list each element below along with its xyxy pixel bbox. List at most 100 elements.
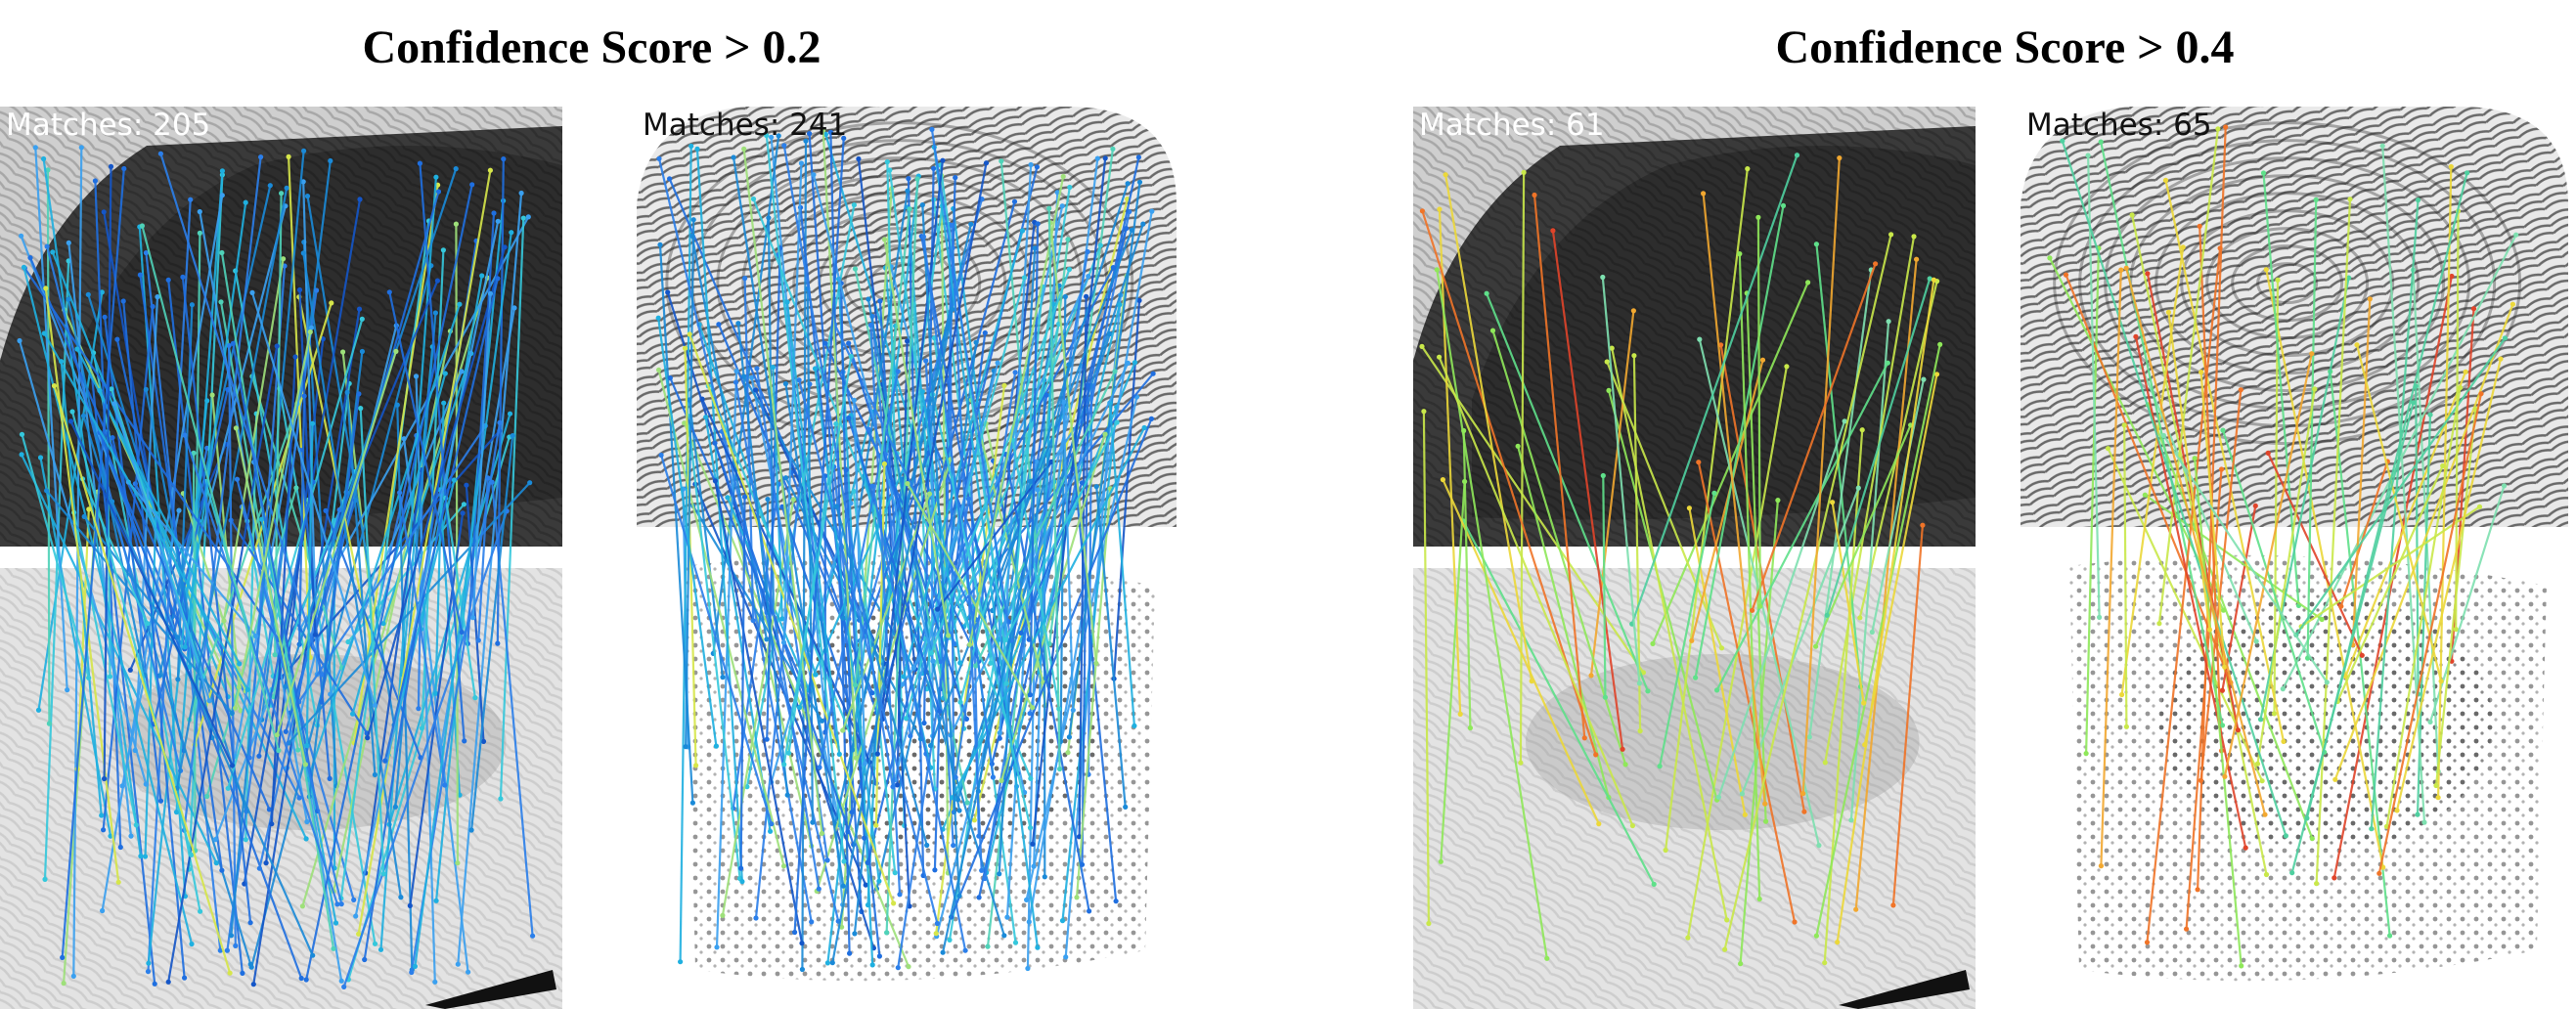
keypoint [2144, 940, 2151, 945]
keypoint [1640, 670, 1646, 676]
keypoint [716, 322, 722, 328]
match-line [1697, 461, 1797, 923]
match-line [302, 252, 402, 898]
keypoint [1063, 954, 1069, 960]
match-line [999, 433, 1107, 781]
keypoint [453, 166, 459, 172]
keypoint [2259, 778, 2265, 784]
keypoint [1848, 817, 1854, 823]
keypoint [2463, 369, 2468, 374]
match-line [1049, 222, 1097, 664]
match-line [228, 345, 237, 946]
keypoint [937, 708, 943, 715]
keypoint [816, 886, 822, 892]
keypoint [249, 289, 255, 295]
keypoint [2440, 462, 2446, 469]
keypoint [459, 369, 465, 374]
keypoint [302, 762, 308, 768]
keypoint [799, 941, 805, 946]
keypoint [1885, 360, 1890, 366]
keypoint [1002, 636, 1008, 643]
keypoint [102, 314, 108, 320]
keypoint [412, 963, 418, 970]
keypoint [655, 315, 661, 321]
keypoint [80, 413, 87, 418]
keypoint [142, 854, 149, 859]
keypoint [398, 895, 404, 900]
keypoint [2324, 680, 2330, 685]
match-line [1589, 310, 1635, 677]
match-panel-rolled-0-2: Matches: 241 [637, 107, 1184, 1009]
keypoint [372, 702, 378, 708]
match-line [658, 244, 694, 804]
keypoint [901, 674, 907, 680]
match-line [141, 225, 280, 751]
keypoint [2411, 400, 2417, 406]
keypoint [905, 481, 910, 487]
keypoint [699, 396, 705, 402]
keypoint [1620, 746, 1625, 752]
keypoint [894, 782, 901, 788]
keypoint [204, 793, 210, 800]
keypoint [323, 507, 329, 513]
match-line [465, 485, 485, 742]
match-line [688, 399, 725, 678]
keypoint [101, 827, 107, 833]
keypoint [764, 636, 770, 642]
match-line [34, 147, 68, 690]
keypoint [419, 725, 424, 731]
keypoint [81, 513, 87, 519]
match-line [881, 162, 988, 720]
keypoint [2098, 139, 2104, 145]
keypoint [1467, 724, 1473, 731]
keypoint [874, 751, 880, 757]
keypoint [687, 331, 692, 337]
match-line [766, 247, 781, 740]
keypoint [780, 639, 787, 645]
match-line [466, 212, 496, 644]
keypoint [953, 175, 958, 181]
match-line [72, 147, 83, 977]
keypoint [971, 817, 977, 823]
match-line [734, 381, 821, 890]
keypoint [470, 615, 476, 621]
keypoint [1801, 809, 1807, 814]
keypoint [903, 716, 909, 722]
keypoint [946, 633, 952, 638]
match-line [1808, 269, 1873, 737]
match-line [657, 318, 718, 747]
match-line [1665, 168, 1749, 851]
keypoint [764, 133, 770, 139]
keypoint [2265, 450, 2271, 456]
keypoint [965, 496, 971, 502]
match-line [728, 498, 813, 847]
keypoint [928, 650, 934, 656]
keypoint [359, 316, 365, 322]
keypoint [1593, 752, 1599, 758]
keypoint [1927, 276, 1932, 282]
keypoint [843, 467, 849, 473]
keypoint [2262, 812, 2268, 817]
match-line [260, 518, 337, 924]
keypoint [2433, 782, 2439, 789]
match-line [831, 309, 954, 963]
match-line [1059, 296, 1067, 742]
keypoint [1756, 896, 1762, 902]
keypoint [2085, 153, 2091, 158]
keypoint [1689, 637, 1695, 643]
keypoint [345, 638, 351, 645]
keypoint [495, 640, 501, 646]
keypoint [520, 215, 526, 221]
match-line [854, 208, 911, 685]
keypoint [1419, 208, 1425, 214]
match-line [305, 423, 314, 746]
match-line [236, 478, 343, 904]
keypoint [1028, 775, 1034, 781]
keypoint [1857, 615, 1863, 621]
keypoint [2263, 267, 2269, 273]
keypoint [1093, 660, 1099, 667]
keypoint [1074, 895, 1080, 900]
match-line [1723, 234, 1892, 950]
keypoint [1102, 431, 1108, 437]
match-line [754, 383, 811, 919]
